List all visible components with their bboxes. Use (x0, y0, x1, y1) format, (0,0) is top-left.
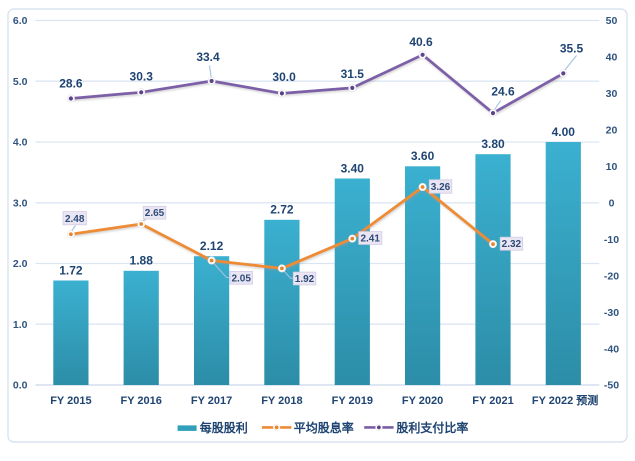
svg-text:3.26: 3.26 (431, 182, 451, 193)
svg-text:30.3: 30.3 (130, 69, 154, 83)
svg-text:1.72: 1.72 (59, 263, 83, 277)
svg-text:2.72: 2.72 (270, 203, 294, 217)
svg-text:FY 2016: FY 2016 (121, 395, 162, 407)
svg-text:0.0: 0.0 (13, 380, 28, 392)
svg-text:每股股利: 每股股利 (200, 420, 248, 435)
svg-text:3.60: 3.60 (411, 149, 435, 163)
svg-text:2.41: 2.41 (360, 234, 380, 245)
svg-text:FY 2017: FY 2017 (191, 395, 232, 407)
svg-text:平均股息率: 平均股息率 (294, 420, 354, 435)
svg-text:35.5: 35.5 (560, 41, 584, 55)
svg-text:40.6: 40.6 (409, 35, 433, 49)
svg-text:FY 2021: FY 2021 (472, 395, 513, 407)
svg-text:2.0: 2.0 (13, 258, 28, 270)
svg-text:40: 40 (606, 52, 618, 64)
svg-text:-40: -40 (604, 343, 619, 355)
svg-text:5.0: 5.0 (13, 76, 28, 88)
svg-text:31.5: 31.5 (341, 67, 365, 81)
svg-text:4.00: 4.00 (552, 125, 576, 139)
svg-text:2.05: 2.05 (231, 273, 251, 284)
svg-text:0: 0 (609, 198, 615, 210)
svg-text:6.0: 6.0 (13, 15, 28, 27)
svg-text:3.0: 3.0 (13, 198, 28, 210)
svg-text:28.6: 28.6 (59, 76, 83, 90)
svg-text:3.40: 3.40 (341, 161, 365, 175)
svg-text:股利支付比率: 股利支付比率 (396, 420, 468, 435)
svg-text:1.0: 1.0 (13, 319, 28, 331)
svg-text:1.92: 1.92 (295, 274, 315, 285)
svg-text:-30: -30 (604, 307, 619, 319)
svg-text:FY 2015: FY 2015 (50, 395, 91, 407)
svg-text:2.32: 2.32 (502, 239, 522, 250)
svg-text:2.48: 2.48 (65, 214, 85, 225)
svg-text:1.88: 1.88 (130, 254, 154, 268)
svg-text:-20: -20 (604, 270, 619, 282)
svg-text:2.65: 2.65 (145, 208, 165, 219)
svg-text:-10: -10 (604, 234, 619, 246)
svg-text:33.4: 33.4 (196, 50, 220, 64)
svg-text:50: 50 (606, 15, 618, 27)
svg-text:FY 2019: FY 2019 (332, 395, 373, 407)
svg-text:FY 2022 预测: FY 2022 预测 (532, 393, 598, 407)
svg-text:20: 20 (606, 125, 618, 137)
svg-text:24.6: 24.6 (491, 84, 515, 98)
svg-text:-50: -50 (604, 380, 619, 392)
svg-text:3.80: 3.80 (481, 137, 505, 151)
svg-text:30.0: 30.0 (272, 70, 296, 84)
svg-text:30: 30 (606, 88, 618, 100)
svg-text:4.0: 4.0 (13, 137, 28, 149)
svg-text:FY 2018: FY 2018 (261, 395, 302, 407)
svg-text:FY 2020: FY 2020 (402, 395, 443, 407)
svg-text:2.12: 2.12 (200, 239, 224, 253)
svg-text:10: 10 (606, 161, 618, 173)
